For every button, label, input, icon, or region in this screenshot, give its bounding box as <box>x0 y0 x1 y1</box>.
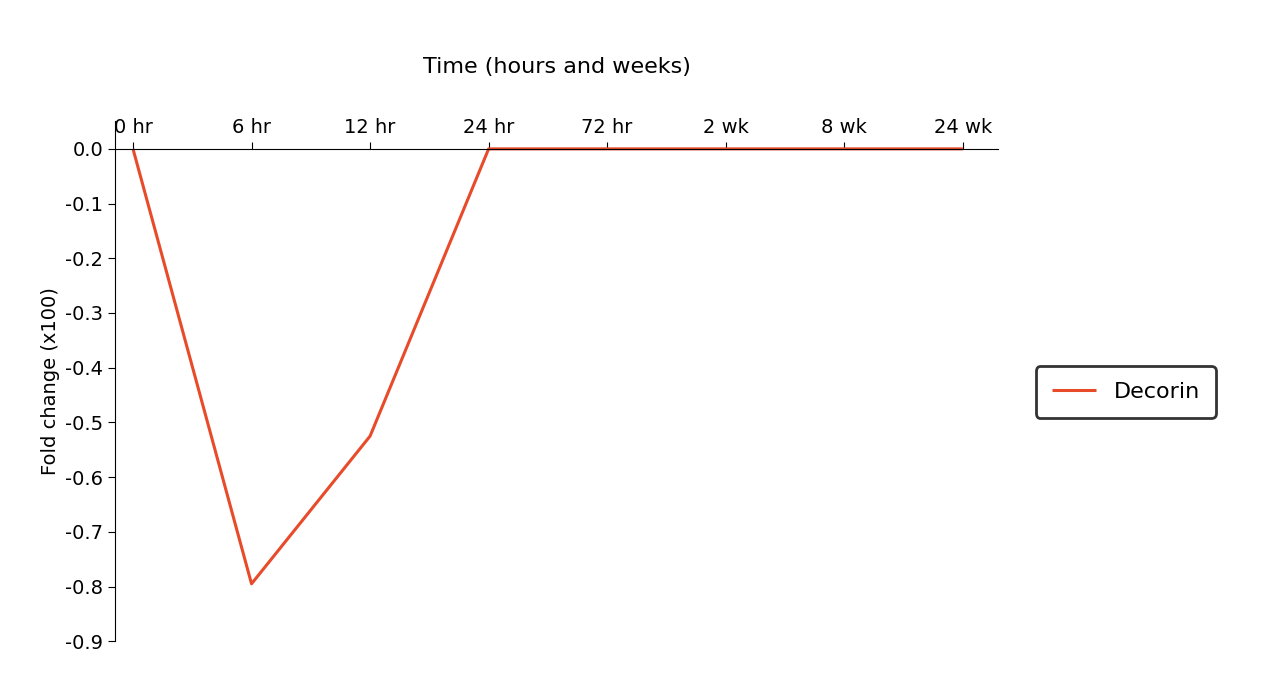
Decorin <box>125 145 141 153</box>
Decorin <box>244 580 260 588</box>
Decorin <box>481 145 497 153</box>
Decorin <box>599 145 614 153</box>
Legend: Decorin: Decorin <box>1036 367 1216 418</box>
Line: Decorin: Decorin <box>133 149 963 584</box>
Decorin <box>362 432 378 440</box>
Decorin <box>718 145 733 153</box>
Y-axis label: Fold change (x100): Fold change (x100) <box>41 288 60 475</box>
Decorin <box>955 145 970 153</box>
Decorin <box>837 145 852 153</box>
Title: Time (hours and weeks): Time (hours and weeks) <box>422 57 691 77</box>
